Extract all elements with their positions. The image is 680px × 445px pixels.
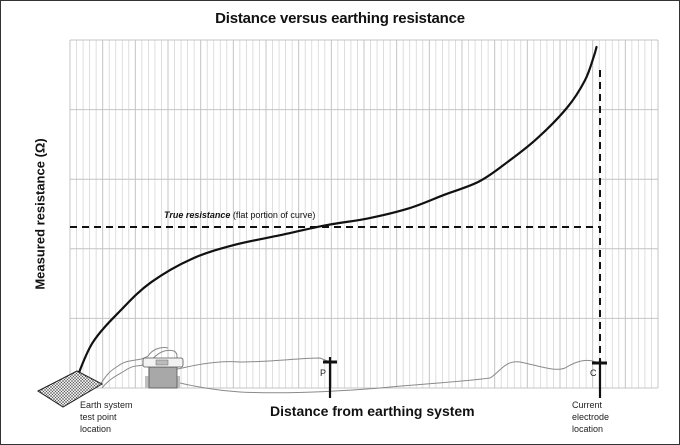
true-resistance-annotation: True resistance (flat portion of curve) xyxy=(164,210,315,220)
current-probe-icon xyxy=(592,360,607,398)
p-probe-label: P xyxy=(320,368,326,378)
chart-title: Distance versus earthing resistance xyxy=(215,10,465,27)
annotation-emphasis: True resistance xyxy=(164,210,231,220)
grid xyxy=(69,39,659,389)
potential-probe-icon xyxy=(323,357,337,398)
resistance-curve xyxy=(73,45,598,385)
y-axis-label: Measured resistance (Ω) xyxy=(32,138,48,290)
earth-system-label: Earth system test point location xyxy=(80,400,133,434)
x-axis-label: Distance from earthing system xyxy=(270,403,475,419)
earth-mesh-icon xyxy=(36,370,104,408)
c-probe-label: C xyxy=(590,368,597,378)
annotation-rest: (flat portion of curve) xyxy=(230,210,316,220)
earth-tester-icon xyxy=(142,357,184,389)
current-electrode-label: Current electrode location xyxy=(572,400,610,434)
